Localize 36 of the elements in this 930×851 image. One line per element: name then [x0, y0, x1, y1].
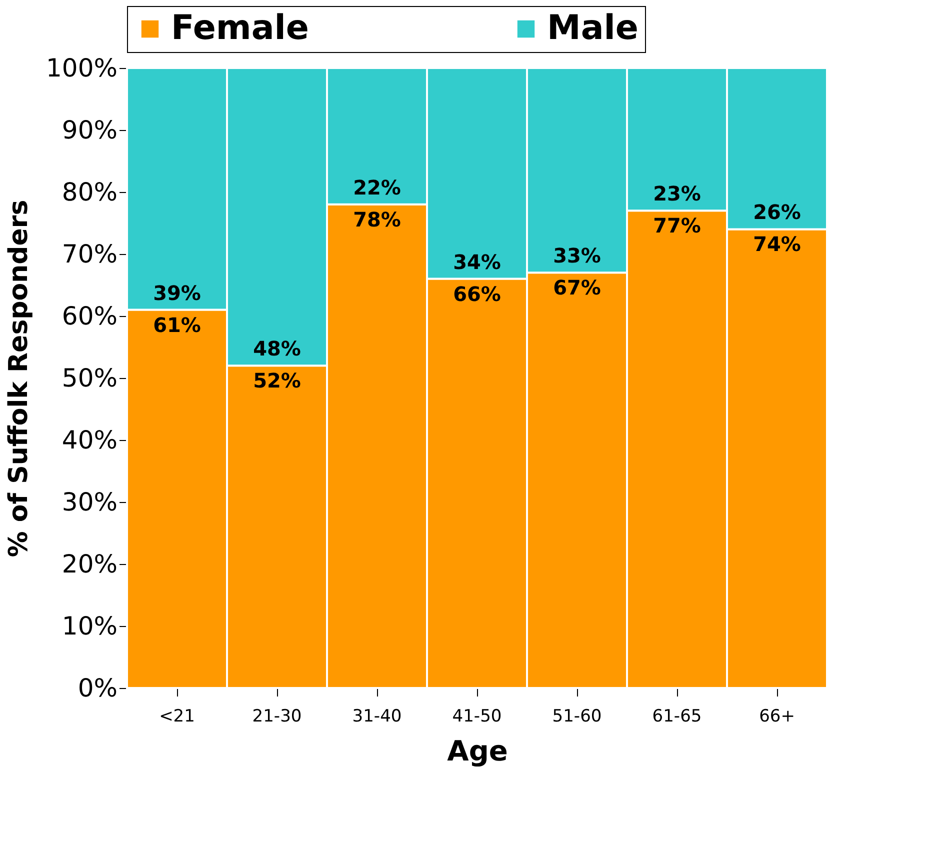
- legend-label: Male: [547, 8, 638, 48]
- x-tick-label: 61-65: [652, 706, 702, 726]
- y-tick-label: 80%: [62, 178, 118, 206]
- x-tick-label: 31-40: [352, 706, 402, 726]
- data-label: 39%: [153, 280, 201, 305]
- data-label: 77%: [653, 214, 701, 238]
- data-label: 78%: [353, 207, 401, 232]
- x-tick-label: 41-50: [452, 706, 502, 726]
- data-label: 34%: [453, 250, 501, 274]
- data-label: 52%: [253, 368, 301, 393]
- x-axis-title: Age: [447, 734, 508, 768]
- y-tick-label: 70%: [62, 240, 118, 268]
- y-tick-label: 60%: [62, 302, 118, 330]
- x-tick-label: <21: [159, 706, 195, 726]
- y-tick-label: 90%: [62, 116, 118, 144]
- data-label: 26%: [753, 200, 801, 224]
- y-tick-label: 0%: [78, 674, 118, 702]
- data-label: 74%: [753, 232, 801, 256]
- y-tick-label: 20%: [62, 550, 118, 578]
- x-tick-label: 51-60: [552, 706, 602, 726]
- y-tick-label: 30%: [62, 488, 118, 516]
- data-label: 67%: [553, 276, 601, 300]
- x-tick-label: 21-30: [252, 706, 302, 726]
- y-tick-label: 50%: [62, 364, 118, 392]
- data-label: 23%: [653, 182, 701, 206]
- y-tick-label: 40%: [62, 426, 118, 454]
- data-label: 61%: [153, 312, 201, 337]
- legend-label: Female: [171, 8, 309, 48]
- y-tick-label: 100%: [46, 54, 118, 82]
- data-label: 22%: [353, 175, 401, 200]
- data-label: 48%: [253, 336, 301, 361]
- data-label: 33%: [553, 244, 601, 268]
- data-label: 66%: [453, 282, 501, 306]
- y-axis-title: % of Suffolk Responders: [4, 200, 34, 558]
- x-tick-label: 66+: [759, 706, 795, 726]
- y-tick-label: 10%: [62, 612, 118, 640]
